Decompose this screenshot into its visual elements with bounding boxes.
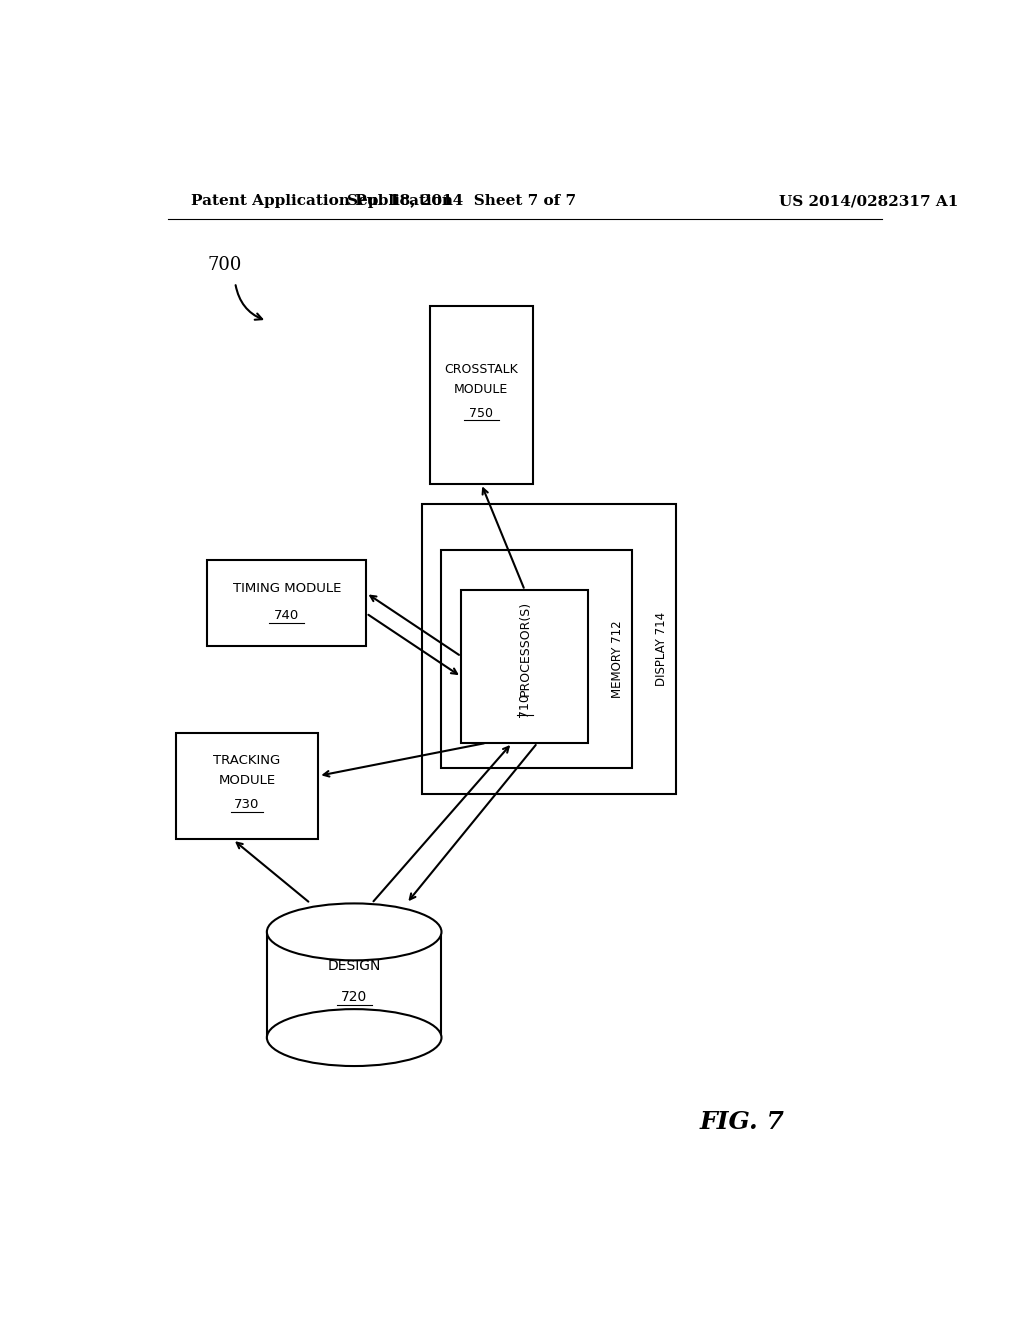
FancyBboxPatch shape: [462, 590, 588, 743]
Text: US 2014/0282317 A1: US 2014/0282317 A1: [778, 194, 958, 209]
Text: Patent Application Publication: Patent Application Publication: [191, 194, 454, 209]
Text: 750: 750: [469, 407, 494, 420]
Text: DESIGN: DESIGN: [328, 960, 381, 973]
FancyBboxPatch shape: [441, 549, 632, 768]
Text: TRACKING: TRACKING: [213, 754, 281, 767]
Text: TIMING MODULE: TIMING MODULE: [232, 582, 341, 595]
FancyArrowPatch shape: [236, 285, 262, 319]
Text: 740: 740: [274, 609, 299, 622]
Text: MODULE: MODULE: [218, 775, 275, 788]
Text: 710: 710: [518, 693, 531, 717]
Text: MEMORY 712: MEMORY 712: [611, 620, 625, 698]
Text: 700: 700: [207, 256, 242, 275]
FancyBboxPatch shape: [422, 504, 676, 793]
Text: Sep. 18, 2014  Sheet 7 of 7: Sep. 18, 2014 Sheet 7 of 7: [347, 194, 575, 209]
Ellipse shape: [267, 1008, 441, 1067]
Text: FIG. 7: FIG. 7: [699, 1110, 784, 1134]
FancyBboxPatch shape: [176, 733, 318, 840]
Text: 730: 730: [234, 797, 260, 810]
Ellipse shape: [267, 903, 441, 961]
Bar: [267, 932, 441, 1038]
FancyBboxPatch shape: [207, 560, 367, 647]
Text: MODULE: MODULE: [454, 383, 508, 396]
Text: PROCESSOR(S): PROCESSOR(S): [518, 601, 531, 696]
Text: DISPLAY 714: DISPLAY 714: [654, 611, 668, 686]
FancyBboxPatch shape: [430, 306, 532, 483]
Text: 720: 720: [341, 990, 368, 1005]
Text: CROSSTALK: CROSSTALK: [444, 363, 518, 376]
